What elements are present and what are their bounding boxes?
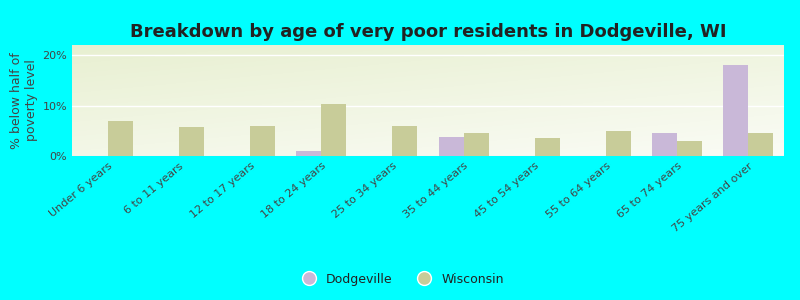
Bar xyxy=(438,137,464,156)
Bar xyxy=(464,133,489,156)
Bar xyxy=(296,151,322,156)
Title: Breakdown by age of very poor residents in Dodgeville, WI: Breakdown by age of very poor residents … xyxy=(130,23,726,41)
Bar xyxy=(250,126,275,156)
Bar xyxy=(107,121,133,156)
Bar xyxy=(652,133,677,156)
Bar xyxy=(392,126,418,156)
Bar xyxy=(179,127,204,156)
Legend: Dodgeville, Wisconsin: Dodgeville, Wisconsin xyxy=(291,268,509,291)
Bar xyxy=(677,141,702,156)
Bar xyxy=(606,131,631,156)
Y-axis label: % below half of
poverty level: % below half of poverty level xyxy=(10,52,38,149)
Bar xyxy=(322,104,346,156)
Bar xyxy=(723,65,748,156)
Bar xyxy=(749,133,774,156)
Bar xyxy=(535,138,560,156)
